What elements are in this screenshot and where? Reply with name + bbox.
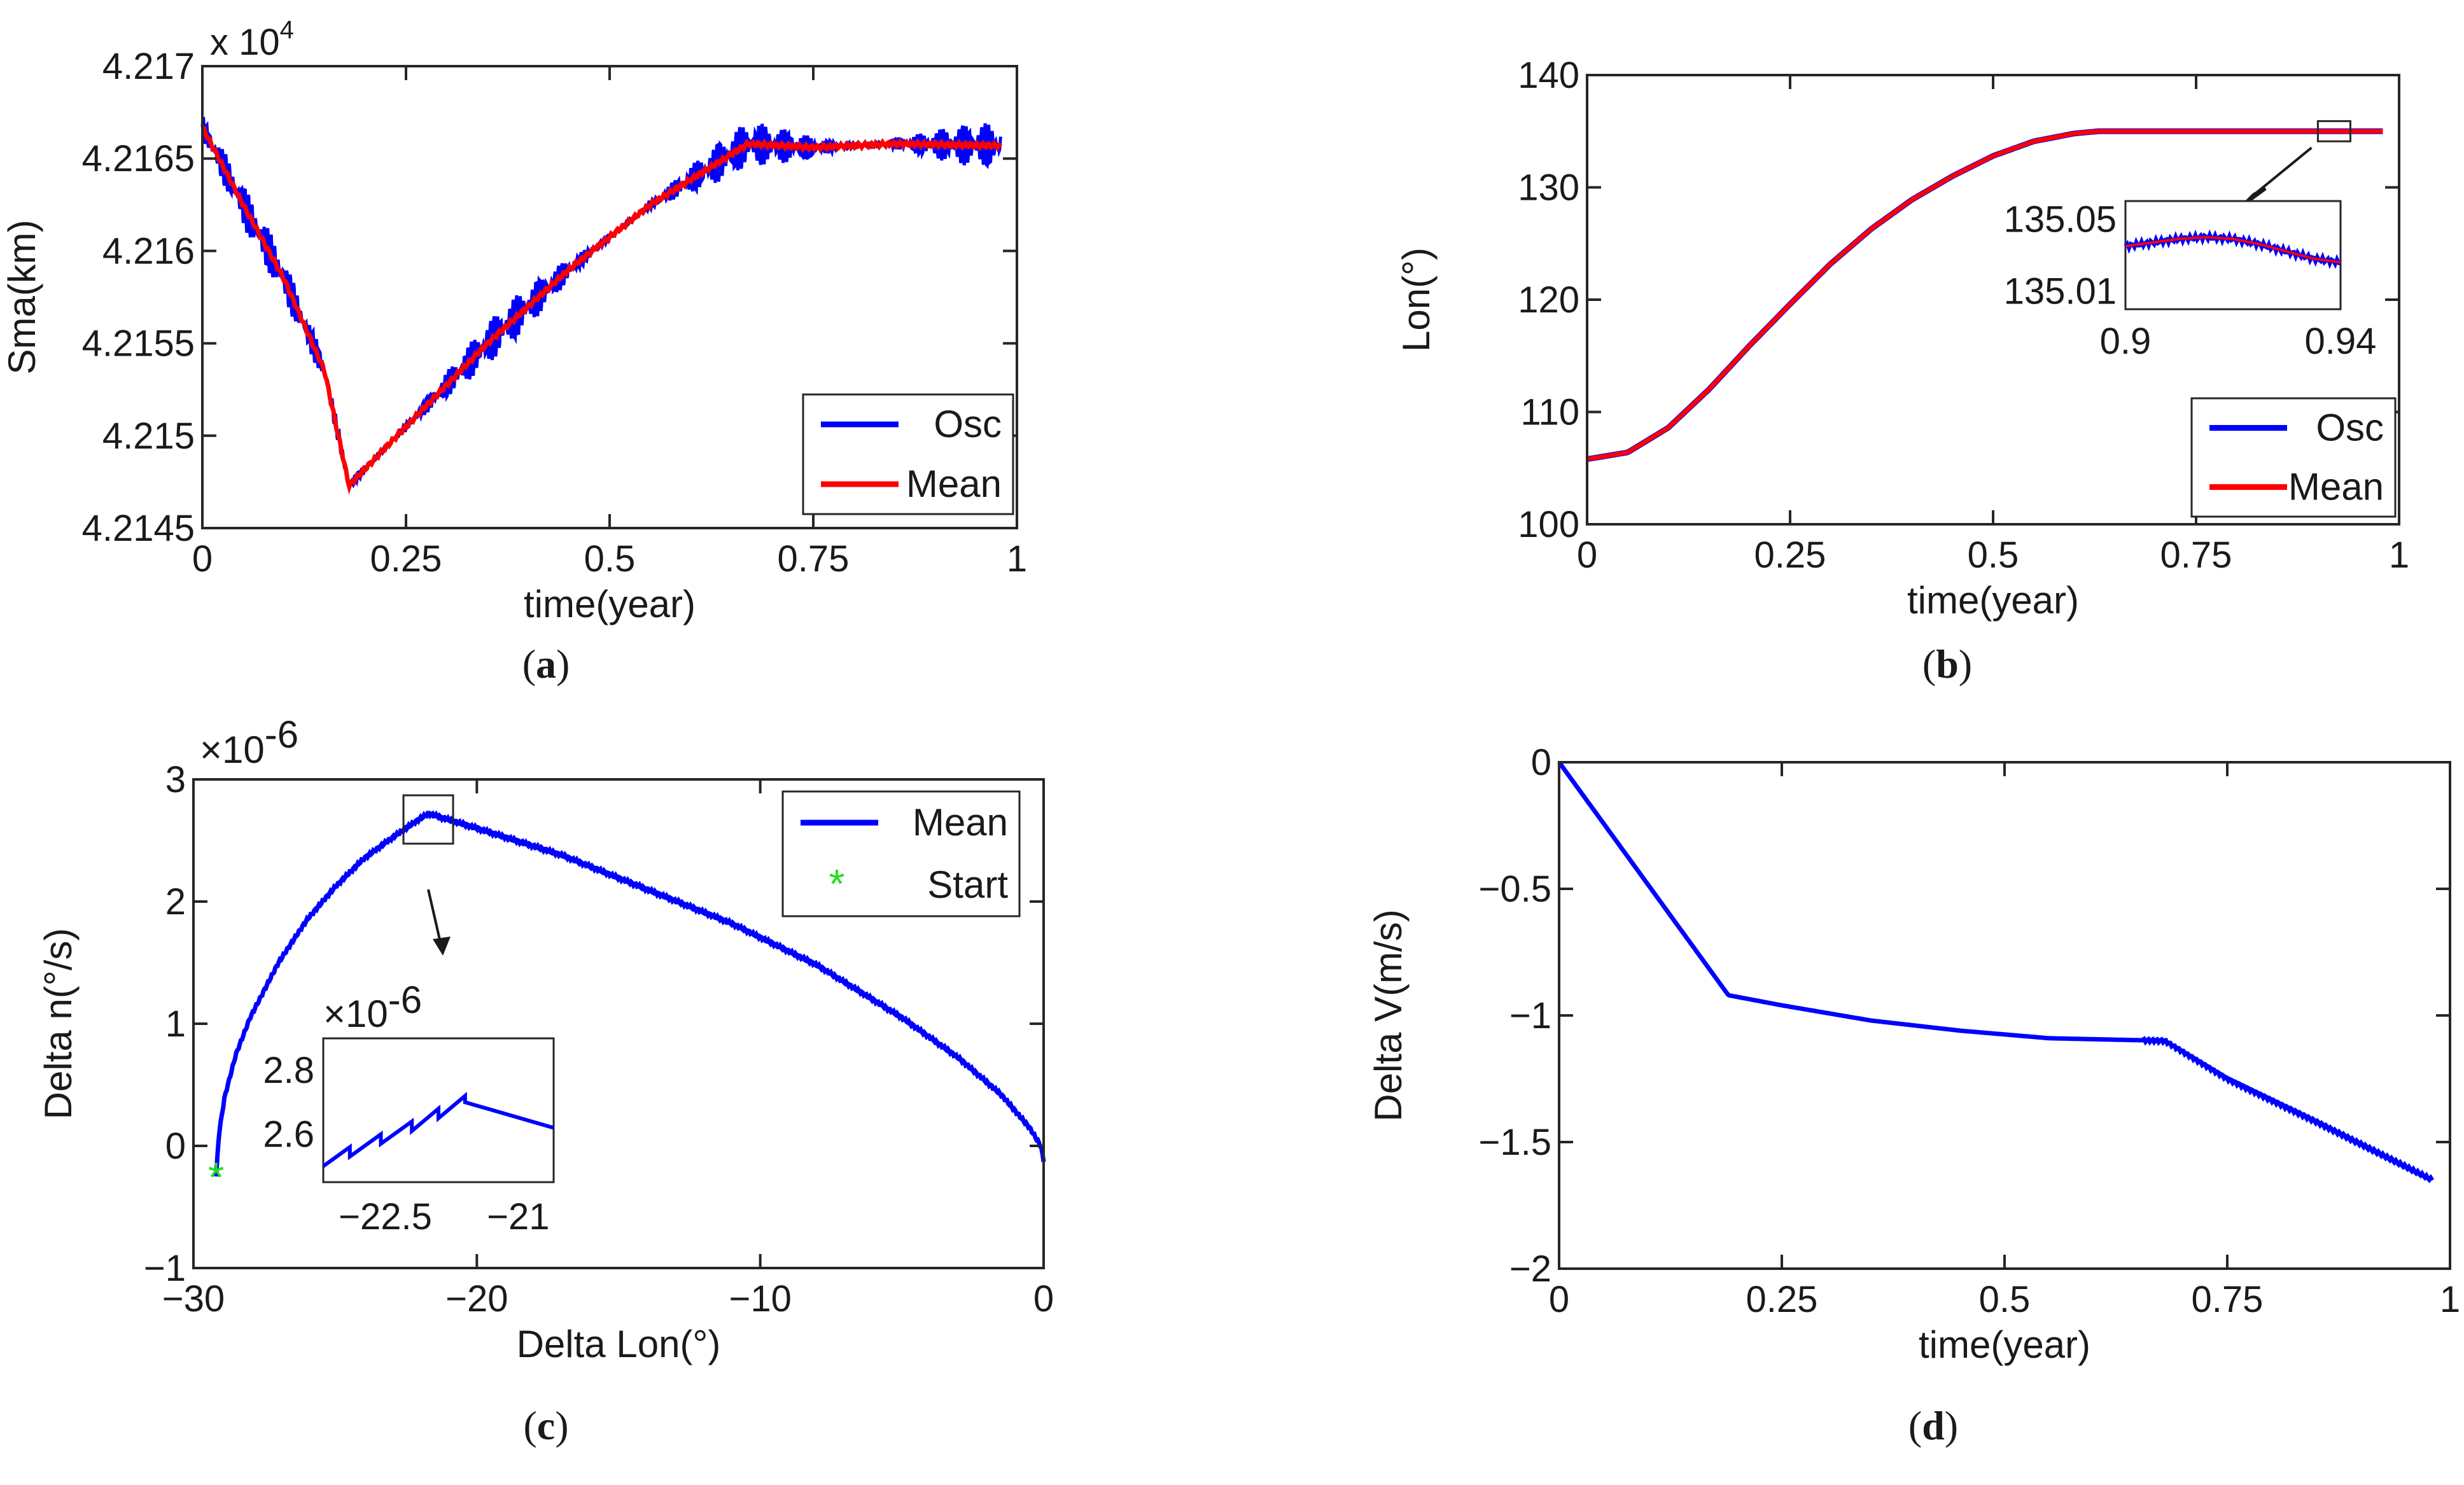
legend-box bbox=[2190, 397, 2397, 518]
y-tick-label: −1.5 bbox=[1479, 1122, 1552, 1163]
legend-label-mean: Mean bbox=[913, 801, 1008, 844]
series-mean-line bbox=[1586, 129, 2383, 462]
zoom-arrowhead bbox=[433, 937, 451, 956]
y-tick-label: 130 bbox=[1518, 167, 1579, 209]
legend-box bbox=[802, 393, 1014, 515]
x-tick-label: 0 bbox=[1549, 1279, 1569, 1320]
inset-x-tick-label: −22.5 bbox=[339, 1196, 432, 1238]
y-tick-label: 4.215 bbox=[102, 415, 195, 457]
start-marker: * bbox=[208, 1154, 225, 1201]
y-tick-label: 4.216 bbox=[102, 230, 195, 272]
panel-d: 0 0.25 0.5 0.75 1 0 −0.5 −1 −1.5 −2 time(year) Delt… bbox=[1367, 742, 2460, 1448]
x-tick-label: −30 bbox=[162, 1278, 225, 1320]
inset-mean-line bbox=[322, 1091, 554, 1168]
legend-marker-start: * bbox=[829, 861, 845, 907]
y-tick-label: 0 bbox=[1531, 742, 1551, 783]
series-mean-line bbox=[214, 810, 1046, 1177]
x-axis-label: time(year) bbox=[1907, 579, 2079, 622]
zoom-box bbox=[2316, 120, 2351, 143]
panel-caption: (b) bbox=[1922, 641, 1972, 687]
x-tick-label: 0 bbox=[1033, 1278, 1054, 1320]
y-tick-label: 120 bbox=[1518, 279, 1579, 321]
zoom-box bbox=[402, 794, 454, 845]
panel-caption: (d) bbox=[1908, 1403, 1958, 1448]
y-tick-label: 4.2155 bbox=[82, 323, 195, 365]
y-tick-label: 140 bbox=[1518, 55, 1579, 96]
y-tick-label: 4.2165 bbox=[82, 138, 195, 179]
y-tick-label: 1 bbox=[165, 1003, 186, 1045]
inset-y-tick-label: 135.05 bbox=[2004, 199, 2117, 240]
panel-caption: (c) bbox=[523, 1403, 568, 1448]
legend-label-osc: Osc bbox=[2316, 407, 2384, 449]
x-axis-label: time(year) bbox=[524, 583, 696, 625]
y-axis-label: Sma(km) bbox=[1, 220, 43, 374]
x-axis-label: time(year) bbox=[1919, 1323, 2090, 1366]
panel-a: 0 0.25 0.5 0.75 1 4.2145 4.215 4.2155 4.216 4.216… bbox=[1, 16, 1027, 687]
x-tick-label: 0.75 bbox=[2160, 534, 2232, 576]
x-tick-label: 0.25 bbox=[1746, 1279, 1818, 1320]
panel-b: 0 0.25 0.5 0.75 1 100 110 120 130 140 time(year) Lo… bbox=[1395, 55, 2409, 687]
y-tick-label: 4.217 bbox=[102, 46, 195, 87]
y-axis-label: Delta n(°/s) bbox=[37, 928, 80, 1120]
x-tick-label: 0.75 bbox=[778, 538, 850, 580]
y-tick-label: 100 bbox=[1518, 504, 1579, 545]
x-tick-label: 0.75 bbox=[2192, 1279, 2264, 1320]
inset-y-tick-label: 2.6 bbox=[263, 1114, 314, 1155]
x-tick-label: 0.5 bbox=[584, 538, 636, 580]
x-axis-label: Delta Lon(°) bbox=[517, 1323, 721, 1365]
y-tick-label: 4.2145 bbox=[82, 508, 195, 549]
x-tick-label: −20 bbox=[445, 1278, 508, 1320]
legend-label-mean: Mean bbox=[2288, 466, 2384, 508]
x-tick-label: 0.25 bbox=[370, 538, 442, 580]
series-delta-v-line bbox=[1557, 760, 2435, 1183]
y-tick-label: −2 bbox=[1509, 1248, 1551, 1290]
x-tick-label: −10 bbox=[729, 1278, 791, 1320]
y-tick-label: −1 bbox=[144, 1248, 186, 1289]
x-tick-label: 0.25 bbox=[1754, 534, 1826, 576]
x-tick-label: 0 bbox=[1577, 534, 1597, 576]
y-tick-label: −1 bbox=[1509, 995, 1551, 1036]
inset-y-tick-label: 2.8 bbox=[263, 1050, 314, 1091]
x-tick-label: 1 bbox=[2440, 1279, 2460, 1320]
y-tick-label: 110 bbox=[1521, 392, 1579, 433]
inset-x-tick-label: 0.94 bbox=[2305, 321, 2377, 362]
zoom-arrow bbox=[2253, 146, 2313, 196]
series-mean-line bbox=[201, 125, 1003, 495]
legend-label-start: Start bbox=[927, 863, 1008, 906]
x-tick-label: 0.5 bbox=[1968, 534, 2019, 576]
panel-caption: (a) bbox=[522, 641, 570, 687]
inset-frame bbox=[322, 1037, 555, 1183]
x-tick-label: 1 bbox=[2389, 534, 2409, 576]
inset-y-tick-label: 135.01 bbox=[2004, 271, 2117, 312]
inset-mean-line bbox=[2125, 235, 2341, 264]
inset-x-tick-label: 0.9 bbox=[2100, 321, 2152, 362]
y-tick-label: 2 bbox=[165, 881, 186, 923]
y-axis-label: Lon(°) bbox=[1395, 248, 1438, 352]
y-tick-label: 0 bbox=[165, 1126, 186, 1167]
y-axis-label: Delta V(m/s) bbox=[1367, 909, 1410, 1121]
legend-box bbox=[781, 790, 1021, 917]
legend-label-mean: Mean bbox=[906, 463, 1002, 505]
x-tick-label: 0.5 bbox=[1979, 1279, 2031, 1320]
x-tick-label: 1 bbox=[1007, 538, 1027, 580]
y-tick-label: −0.5 bbox=[1479, 868, 1552, 910]
inset-x-tick-label: −21 bbox=[487, 1196, 549, 1238]
zoom-arrowhead bbox=[2244, 186, 2267, 204]
legend-label-osc: Osc bbox=[934, 403, 1002, 445]
x-tick-label: 0 bbox=[192, 538, 213, 580]
y-tick-label: 3 bbox=[165, 759, 186, 800]
